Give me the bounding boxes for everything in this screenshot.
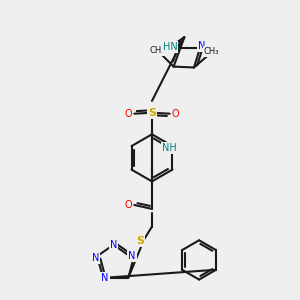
- Text: HN: HN: [163, 42, 178, 52]
- Text: S: S: [148, 108, 156, 118]
- Text: NH: NH: [162, 143, 176, 153]
- Text: O: O: [124, 200, 132, 210]
- Text: S: S: [136, 236, 144, 246]
- Text: CH₃: CH₃: [204, 47, 219, 56]
- Text: N: N: [110, 240, 117, 250]
- Text: O: O: [172, 109, 179, 119]
- Text: N: N: [128, 251, 136, 261]
- Text: O: O: [124, 109, 132, 119]
- Text: N: N: [198, 41, 206, 51]
- Text: N: N: [101, 273, 109, 283]
- Text: CH₃: CH₃: [149, 46, 165, 56]
- Text: N: N: [92, 253, 99, 263]
- Text: O: O: [163, 45, 170, 55]
